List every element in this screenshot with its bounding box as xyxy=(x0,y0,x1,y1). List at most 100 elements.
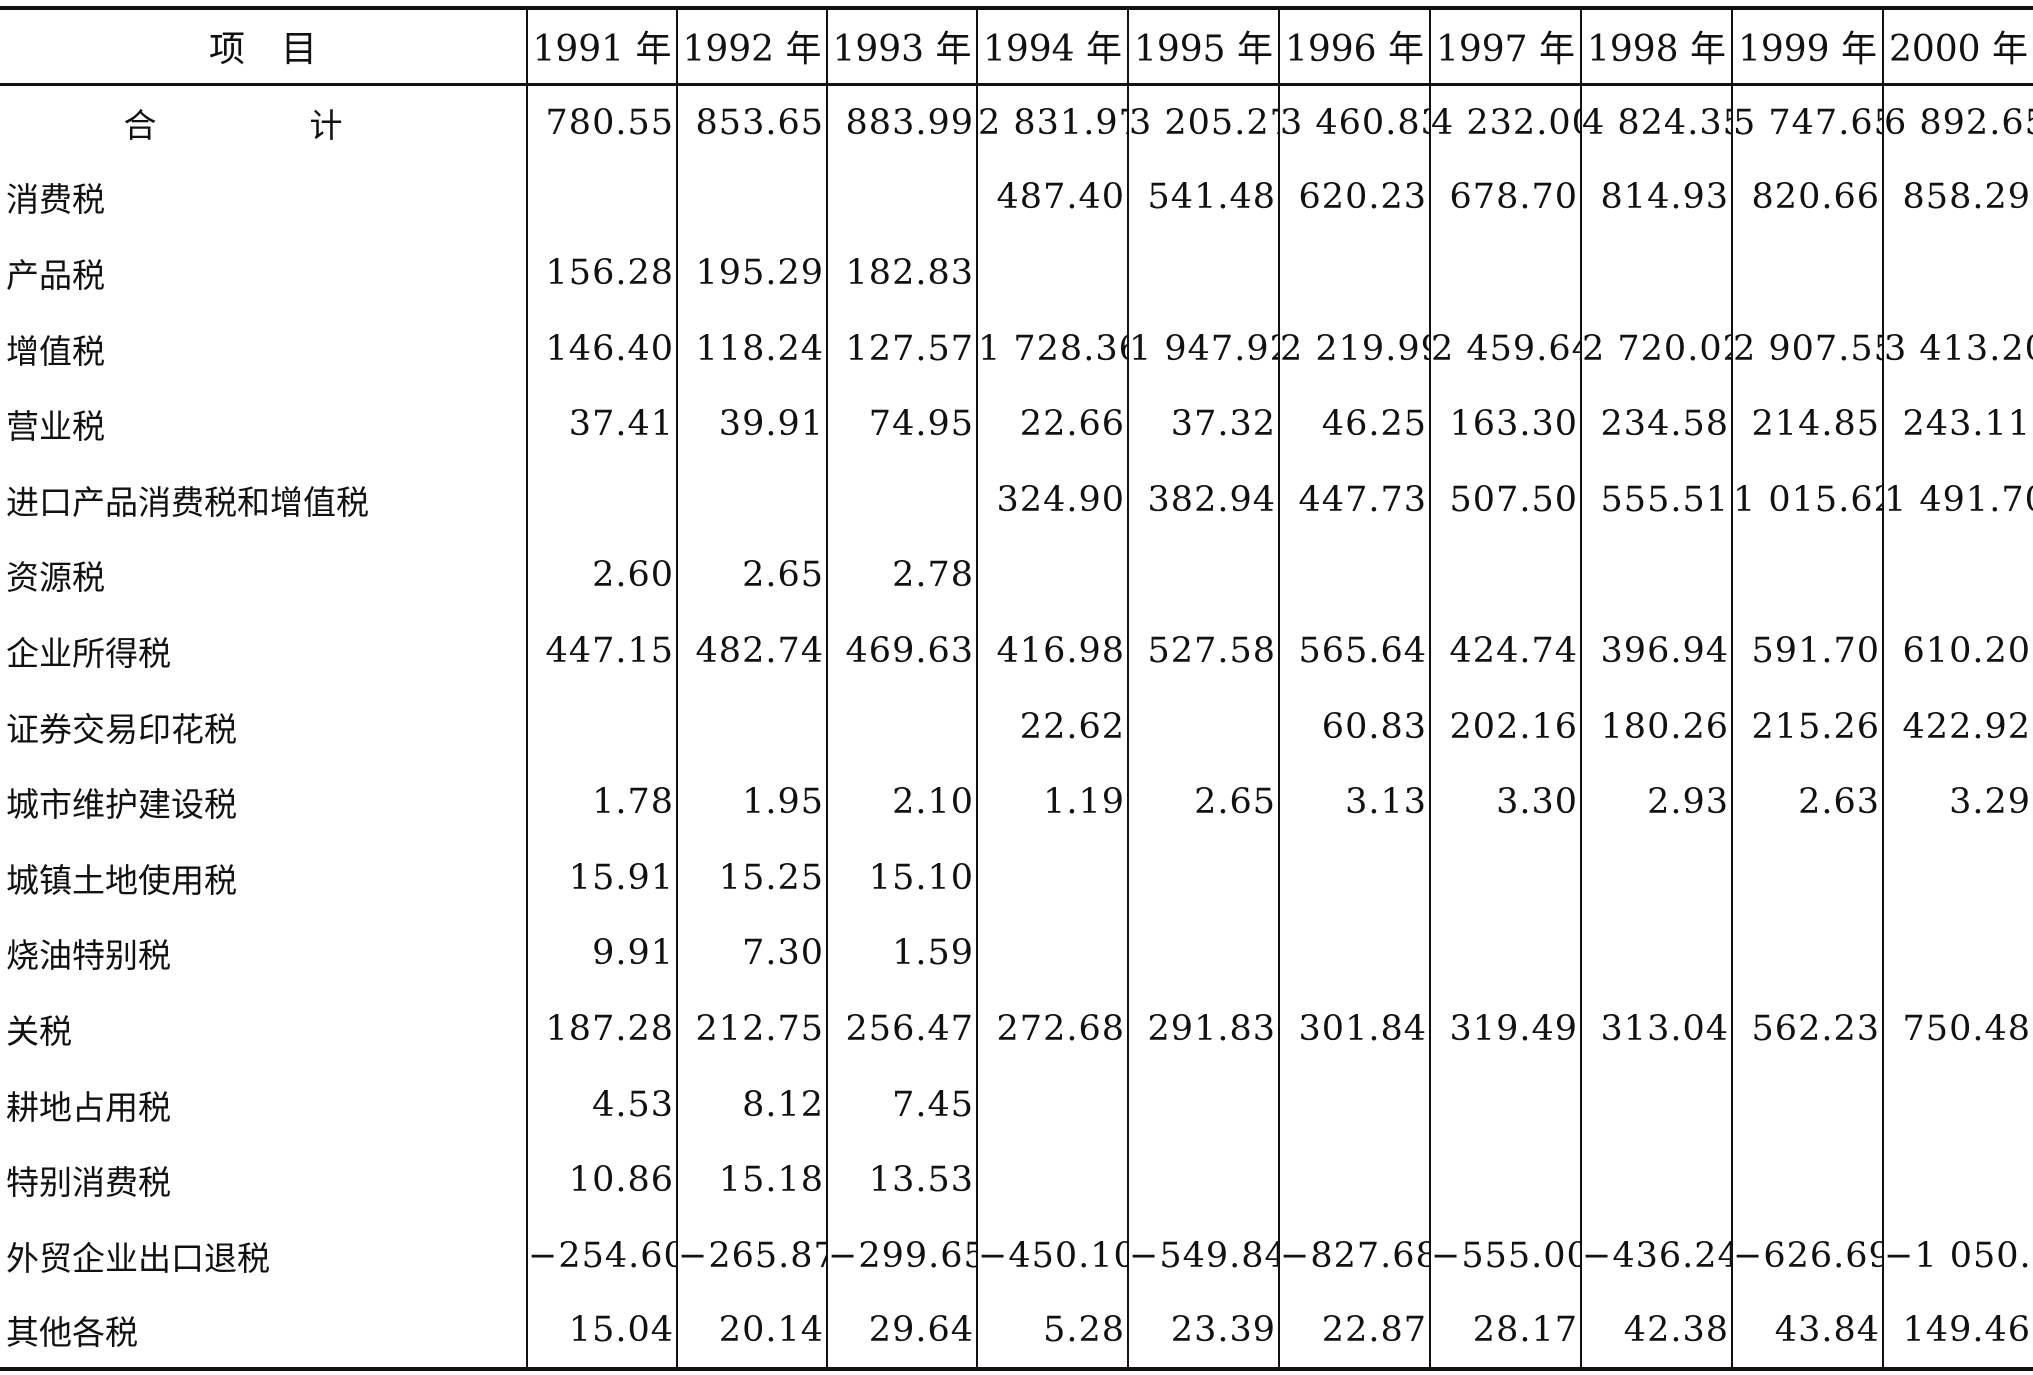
total-row: 合 计 780.55 853.65 883.99 2 831.97 3 205.27 3 4… xyxy=(0,84,2033,160)
table-cell: 301.84 xyxy=(1278,991,1430,1067)
table-cell: 883.99 xyxy=(826,84,977,160)
table-cell: 858.29 xyxy=(1882,159,2033,236)
table-cell xyxy=(1127,688,1279,765)
table-cell: 118.24 xyxy=(676,310,827,387)
year-header: 1995 年 xyxy=(1127,6,1279,86)
table-cell xyxy=(1882,235,2033,311)
table-cell xyxy=(1580,235,1732,311)
table-cell xyxy=(1580,537,1732,614)
table-cell xyxy=(1580,1066,1732,1143)
table-cell: 37.32 xyxy=(1127,386,1279,462)
table-cell xyxy=(826,461,977,538)
row-label: 城镇土地使用税 xyxy=(6,860,237,900)
table-row: 城镇土地使用税 15.91 15.25 15.10 xyxy=(0,839,2033,916)
table-cell: 195.29 xyxy=(676,235,827,311)
table-cell xyxy=(1127,537,1279,614)
table-cell: 43.84 xyxy=(1731,1293,1883,1372)
row-label: 消费税 xyxy=(6,180,105,220)
table-cell: −827.68 xyxy=(1278,1217,1430,1294)
table-cell xyxy=(976,915,1128,992)
table-cell: 469.63 xyxy=(826,613,977,689)
table-cell: 678.70 xyxy=(1429,159,1581,236)
table-cell: 212.75 xyxy=(676,991,827,1067)
table-cell xyxy=(676,461,827,538)
table-cell xyxy=(1882,1142,2033,1218)
table-cell: 243.11 xyxy=(1882,386,2033,462)
table-cell: 555.51 xyxy=(1580,461,1732,538)
table-cell xyxy=(1127,839,1279,916)
table-cell: 42.38 xyxy=(1580,1293,1732,1372)
table-cell xyxy=(1127,915,1279,992)
table-cell: 1.59 xyxy=(826,915,977,992)
table-cell: 15.18 xyxy=(676,1142,827,1218)
year-header: 1993 年 xyxy=(826,6,977,86)
table-cell: 507.50 xyxy=(1429,461,1581,538)
tax-revenue-table: 项 目 1991 年 1992 年 1993 年 1994 年 1995 年 1… xyxy=(0,6,2033,1372)
table-cell xyxy=(1127,1066,1279,1143)
table-cell: 396.94 xyxy=(1580,613,1732,689)
table-cell: 60.83 xyxy=(1278,688,1430,765)
table-cell: 39.91 xyxy=(676,386,827,462)
table-cell: 482.74 xyxy=(676,613,827,689)
table-cell: 149.46 xyxy=(1882,1293,2033,1372)
table-cell: 202.16 xyxy=(1429,688,1581,765)
table-row: 特别消费税 10.86 15.18 13.53 xyxy=(0,1142,2033,1218)
table-cell: 3 413.20 xyxy=(1882,310,2033,387)
table-cell: 1 491.70 xyxy=(1882,461,2033,538)
table-cell xyxy=(1127,1142,1279,1218)
table-cell: 2 907.55 xyxy=(1731,310,1883,387)
table-cell xyxy=(976,537,1128,614)
row-label: 外贸企业出口退税 xyxy=(6,1238,270,1278)
table-cell: 591.70 xyxy=(1731,613,1883,689)
table-cell: 814.93 xyxy=(1580,159,1732,236)
table-cell xyxy=(1731,915,1883,992)
table-cell xyxy=(1882,537,2033,614)
row-label: 合 计 xyxy=(123,105,403,145)
table-cell xyxy=(1278,1066,1430,1143)
table-cell: 156.28 xyxy=(526,235,677,311)
table-cell: 22.66 xyxy=(976,386,1128,462)
table-cell: 182.83 xyxy=(826,235,977,311)
table-cell: 2.78 xyxy=(826,537,977,614)
table-cell xyxy=(826,688,977,765)
table-cell: 10.86 xyxy=(526,1142,677,1218)
row-label: 耕地占用税 xyxy=(6,1087,171,1127)
table-cell: 215.26 xyxy=(1731,688,1883,765)
table-cell: 4 824.35 xyxy=(1580,84,1732,160)
table-cell: 1 728.36 xyxy=(976,310,1128,387)
table-cell: 6 892.65 xyxy=(1882,84,2033,160)
year-header: 1991 年 xyxy=(526,6,677,86)
table-cell: 146.40 xyxy=(526,310,677,387)
row-label: 证券交易印花税 xyxy=(6,709,237,749)
table-row: 外贸企业出口退税 −254.60 −265.87 −299.65 −450.10 −549… xyxy=(0,1217,2033,1294)
table-cell xyxy=(976,839,1128,916)
table-cell: 180.26 xyxy=(1580,688,1732,765)
table-cell: 9.91 xyxy=(526,915,677,992)
year-header: 1996 年 xyxy=(1278,6,1430,86)
table-cell: 15.10 xyxy=(826,839,977,916)
table-cell: 2 219.99 xyxy=(1278,310,1430,387)
table-cell: 2.60 xyxy=(526,537,677,614)
year-header: 1999 年 xyxy=(1731,6,1883,86)
row-label: 特别消费税 xyxy=(6,1163,171,1203)
table-cell: 29.64 xyxy=(826,1293,977,1372)
row-label: 城市维护建设税 xyxy=(6,785,237,825)
table-row: 证券交易印花税 22.62 60.83 202.16 180.26 215.26 422.9… xyxy=(0,688,2033,765)
table-cell: 565.64 xyxy=(1278,613,1430,689)
table-cell: 74.95 xyxy=(826,386,977,462)
table-cell: 5 747.65 xyxy=(1731,84,1883,160)
table-cell xyxy=(976,235,1128,311)
table-cell xyxy=(826,159,977,236)
table-cell: 22.87 xyxy=(1278,1293,1430,1372)
table-cell: 234.58 xyxy=(1580,386,1732,462)
table-cell: 15.91 xyxy=(526,839,677,916)
table-cell xyxy=(1429,1142,1581,1218)
table-cell: −299.65 xyxy=(826,1217,977,1294)
table-cell xyxy=(1882,1066,2033,1143)
table-cell xyxy=(676,159,827,236)
table-cell xyxy=(1429,235,1581,311)
table-cell: 750.48 xyxy=(1882,991,2033,1067)
table-row: 产品税 156.28 195.29 182.83 xyxy=(0,235,2033,311)
table-cell: −254.60 xyxy=(526,1217,677,1294)
table-cell: 3.13 xyxy=(1278,764,1430,840)
